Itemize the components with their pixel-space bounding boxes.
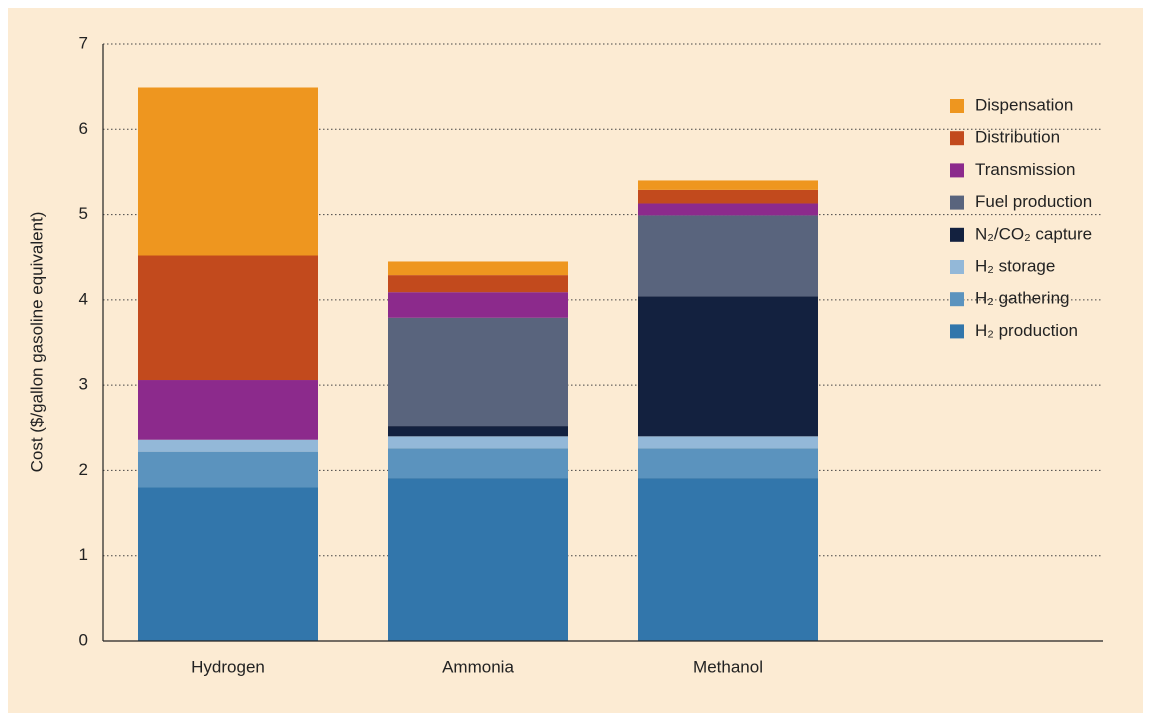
legend-swatch	[950, 99, 964, 113]
legend-label: H₂ production	[975, 321, 1078, 340]
bar-segment	[388, 261, 568, 276]
bar-segment	[638, 189, 818, 204]
bar-segment	[638, 478, 818, 641]
bar-segment	[638, 448, 818, 479]
x-tick-label: Methanol	[693, 657, 763, 676]
bar-segment	[138, 439, 318, 452]
bar-segment	[388, 292, 568, 318]
y-tick-label: 1	[79, 545, 88, 564]
legend-swatch	[950, 163, 964, 178]
y-tick-label: 0	[79, 630, 88, 649]
y-axis-label: Cost ($/gallon gasoline equivalent)	[27, 212, 46, 473]
legend-swatch	[950, 292, 964, 307]
bar-segment	[638, 180, 818, 190]
bar-segment	[388, 448, 568, 479]
legend-label: Dispensation	[975, 95, 1073, 114]
bar-segment	[638, 296, 818, 437]
legend-swatch	[950, 324, 964, 339]
legend-label: H₂ gathering	[975, 289, 1070, 308]
bar-segment	[388, 317, 568, 427]
bar-segment	[138, 380, 318, 440]
legend-swatch	[950, 195, 964, 210]
y-tick-label: 2	[79, 460, 88, 479]
bar-segment	[388, 478, 568, 641]
bar-segment	[138, 87, 318, 256]
y-tick-label: 5	[79, 204, 88, 223]
bar-segment	[388, 426, 568, 437]
bar-segment	[138, 487, 318, 641]
legend-swatch	[950, 131, 964, 146]
bar-segment	[638, 215, 818, 297]
legend-swatch	[950, 260, 964, 274]
legend-label: N₂/CO₂ capture	[975, 224, 1092, 243]
legend-label: Distribution	[975, 128, 1060, 147]
y-tick-label: 3	[79, 375, 88, 394]
y-tick-label: 6	[79, 119, 88, 138]
legend-label: Fuel production	[975, 192, 1092, 211]
bar-segment	[138, 451, 318, 488]
legend-label: Transmission	[975, 160, 1075, 179]
x-tick-label: Hydrogen	[191, 657, 265, 676]
bar-segment	[638, 436, 818, 449]
y-tick-label: 7	[79, 33, 88, 52]
bar-segment	[388, 275, 568, 293]
x-tick-label: Ammonia	[442, 657, 514, 676]
legend-swatch	[950, 227, 964, 242]
bar-segment	[388, 436, 568, 449]
bar-segment	[638, 203, 818, 216]
legend-label: H₂ storage	[975, 256, 1055, 275]
bar-segment	[138, 255, 318, 381]
y-tick-label: 4	[79, 289, 88, 308]
